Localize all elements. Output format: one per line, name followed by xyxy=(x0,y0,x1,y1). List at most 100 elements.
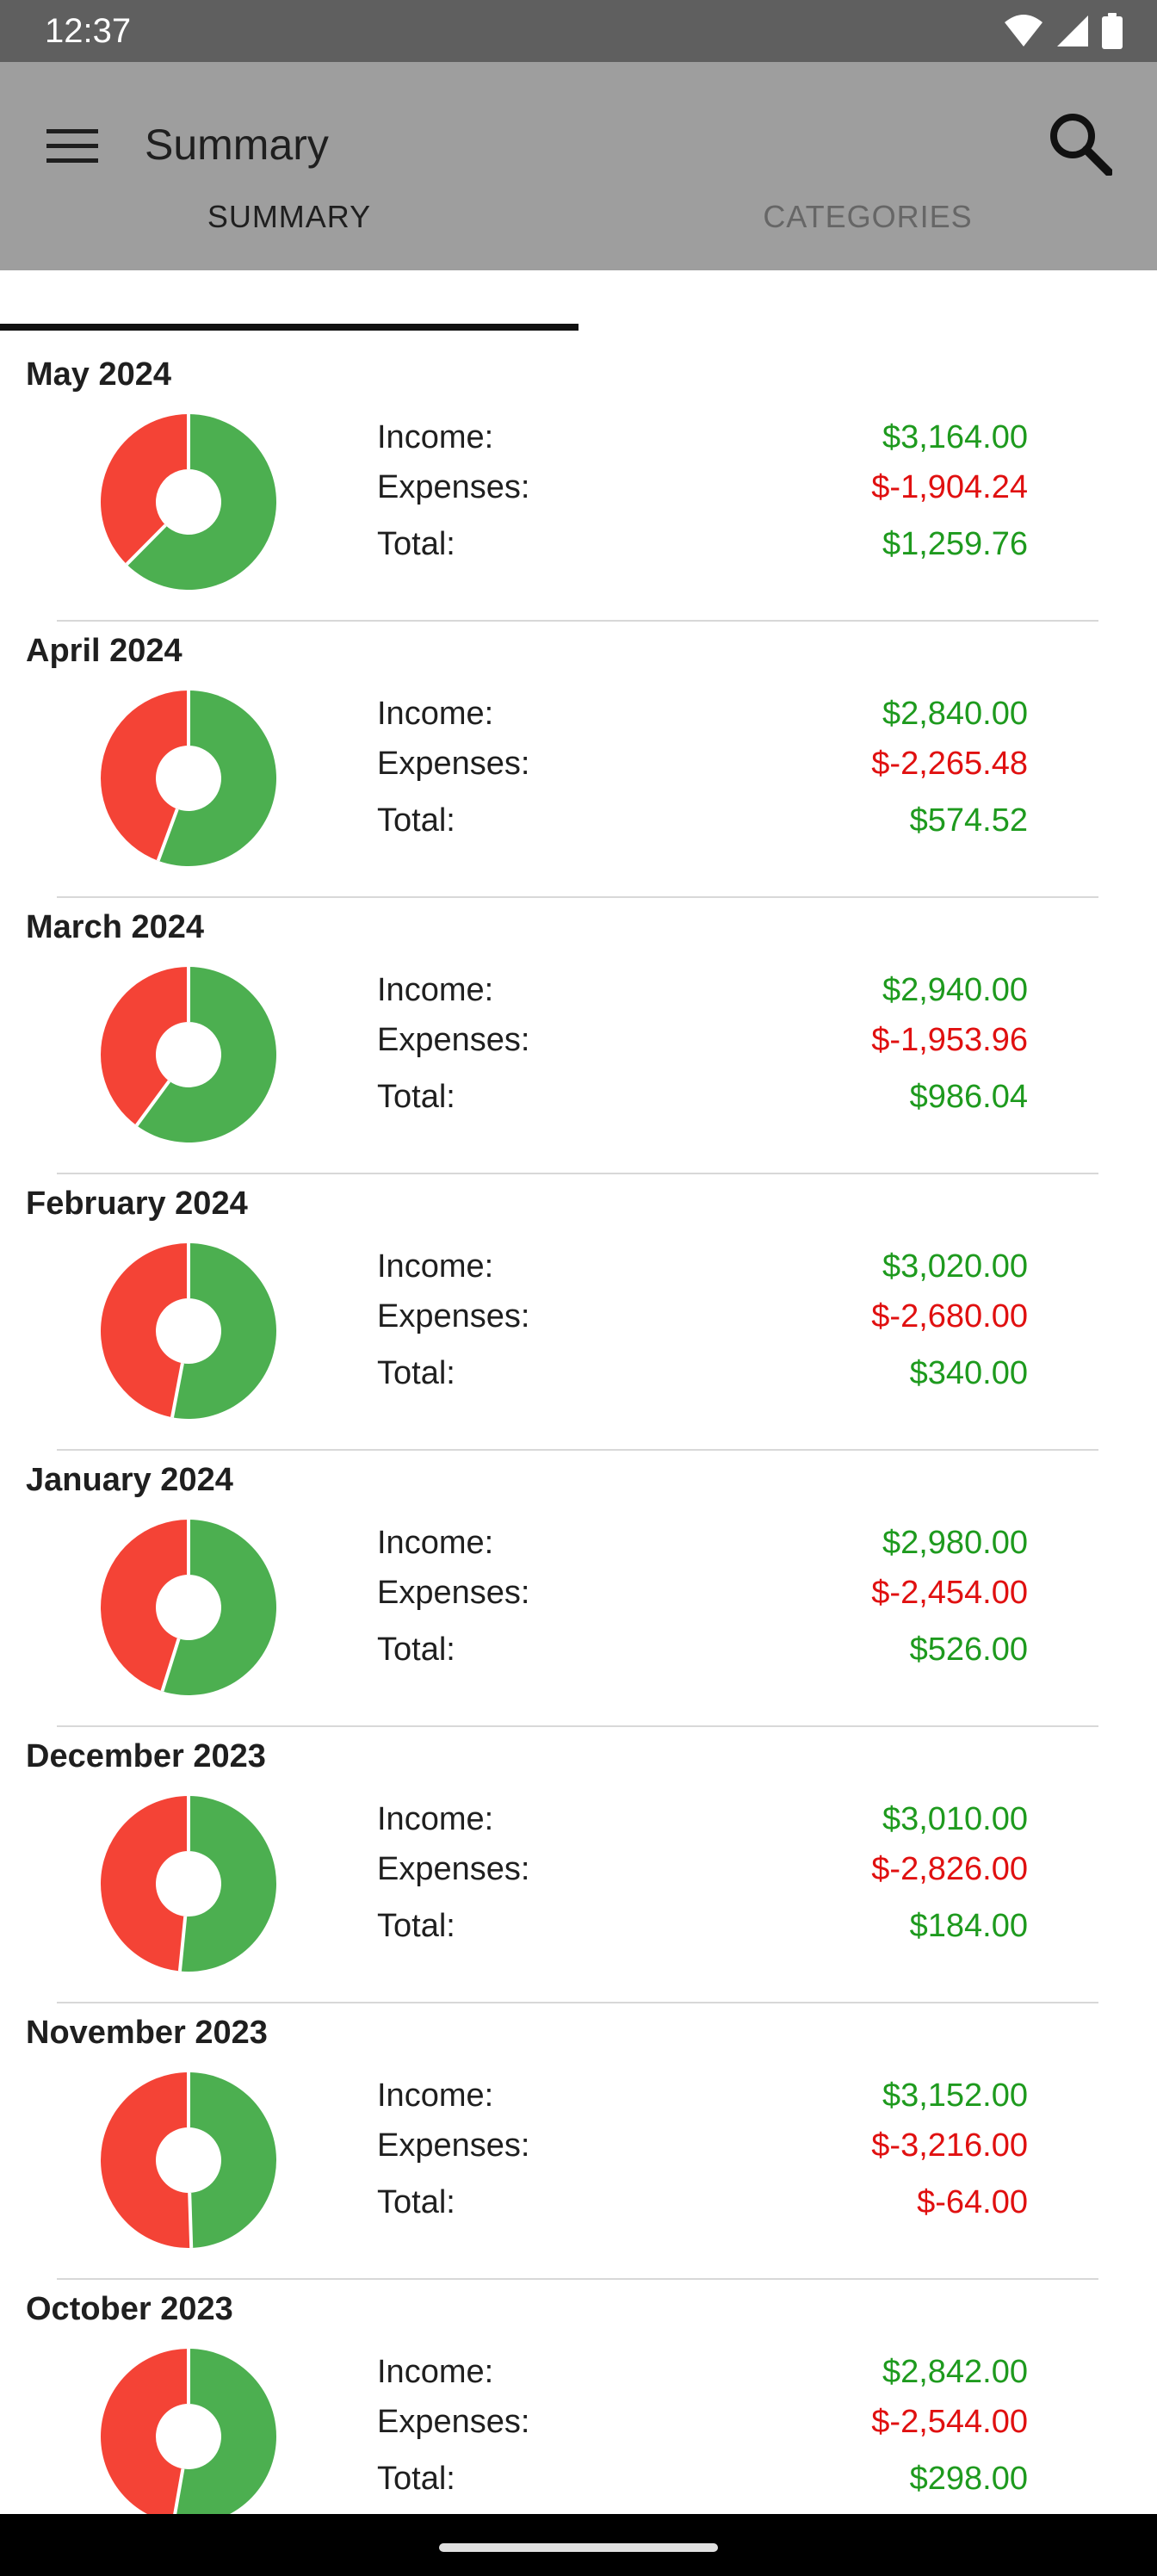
expenses-row: Expenses: $-1,953.96 xyxy=(377,1016,1028,1064)
month-card[interactable]: April 2024 Income: $2,840.00 Expenses: $… xyxy=(0,607,1157,898)
total-value: $184.00 xyxy=(909,1908,1028,1944)
income-value: $3,152.00 xyxy=(882,2078,1028,2114)
status-icons xyxy=(1004,12,1123,50)
divider xyxy=(57,2002,1098,2003)
expense-slice xyxy=(100,2349,189,2523)
total-label: Total: xyxy=(377,1355,455,1391)
expenses-value: $-1,904.24 xyxy=(871,469,1028,505)
total-row: Total: $526.00 xyxy=(377,1625,1028,1674)
slice-separator xyxy=(171,2468,185,2523)
donut-chart xyxy=(100,1520,276,1695)
system-navigation-bar xyxy=(0,2514,1157,2576)
total-label: Total: xyxy=(377,1079,455,1115)
slice-separator xyxy=(188,2192,194,2249)
donut-chart xyxy=(100,967,276,1142)
income-row: Income: $2,842.00 xyxy=(377,2348,1028,2396)
total-row: Total: $986.04 xyxy=(377,1073,1028,1121)
divider xyxy=(57,1449,1098,1451)
income-row: Income: $3,020.00 xyxy=(377,1242,1028,1291)
divider xyxy=(57,1725,1098,1727)
expenses-value: $-2,826.00 xyxy=(871,1851,1028,1887)
expense-slice xyxy=(100,690,189,861)
total-value: $986.04 xyxy=(909,1079,1028,1115)
menu-button[interactable] xyxy=(34,108,110,184)
home-gesture-handle[interactable] xyxy=(439,2543,718,2552)
income-value: $2,842.00 xyxy=(882,2354,1028,2390)
income-slice xyxy=(179,1796,276,1972)
income-slice xyxy=(189,2072,276,2248)
month-card[interactable]: November 2023 Income: $3,152.00 Expenses… xyxy=(0,1989,1157,2280)
month-card[interactable]: October 2023 Income: $2,842.00 Expenses:… xyxy=(0,2265,1157,2542)
divider xyxy=(57,896,1098,898)
month-card[interactable]: May 2024 Income: $3,164.00 Expenses: $-1… xyxy=(0,331,1157,622)
income-label: Income: xyxy=(377,419,494,455)
income-slice xyxy=(127,414,276,590)
income-slice xyxy=(136,967,276,1142)
month-title: December 2023 xyxy=(26,1738,266,1774)
expense-slice xyxy=(100,1243,189,1418)
income-value: $3,164.00 xyxy=(882,419,1028,455)
tab-bar: SUMMARY CATEGORIES xyxy=(0,199,1157,332)
page-title: Summary xyxy=(145,121,329,169)
search-icon xyxy=(1050,114,1112,176)
expense-slice xyxy=(100,1796,189,1972)
divider xyxy=(57,2278,1098,2280)
month-title: May 2024 xyxy=(26,356,172,393)
search-button[interactable] xyxy=(1036,100,1123,186)
income-row: Income: $2,940.00 xyxy=(377,966,1028,1014)
total-value: $298.00 xyxy=(909,2461,1028,2497)
total-row: Total: $184.00 xyxy=(377,1902,1028,1950)
month-title: March 2024 xyxy=(26,909,205,945)
income-row: Income: $3,164.00 xyxy=(377,413,1028,461)
status-time: 12:37 xyxy=(45,12,132,50)
total-value: $1,259.76 xyxy=(882,526,1028,562)
expenses-label: Expenses: xyxy=(377,1022,530,1058)
month-title: January 2024 xyxy=(26,1462,233,1498)
expenses-row: Expenses: $-3,216.00 xyxy=(377,2121,1028,2170)
expenses-row: Expenses: $-2,544.00 xyxy=(377,2398,1028,2446)
donut-chart xyxy=(100,1243,276,1419)
month-card[interactable]: March 2024 Income: $2,940.00 Expenses: $… xyxy=(0,883,1157,1174)
month-title: April 2024 xyxy=(26,633,183,669)
income-slice xyxy=(158,690,276,866)
expense-slice xyxy=(100,967,189,1126)
expenses-value: $-1,953.96 xyxy=(871,1022,1028,1058)
income-label: Income: xyxy=(377,696,494,732)
total-row: Total: $298.00 xyxy=(377,2455,1028,2503)
expenses-value: $-2,680.00 xyxy=(871,1298,1028,1334)
expenses-label: Expenses: xyxy=(377,746,530,782)
expenses-label: Expenses: xyxy=(377,2127,530,2164)
expenses-value: $-2,265.48 xyxy=(871,746,1028,782)
total-label: Total: xyxy=(377,526,455,562)
income-slice xyxy=(171,1243,276,1419)
income-label: Income: xyxy=(377,2354,494,2390)
income-label: Income: xyxy=(377,1525,494,1561)
month-card[interactable]: December 2023 Income: $3,010.00 Expenses… xyxy=(0,1712,1157,2003)
income-value: $3,020.00 xyxy=(882,1248,1028,1285)
expenses-label: Expenses: xyxy=(377,1575,530,1611)
divider xyxy=(57,620,1098,622)
income-row: Income: $2,840.00 xyxy=(377,690,1028,738)
slice-separator xyxy=(125,523,167,566)
status-bar: 12:37 xyxy=(0,0,1157,62)
income-row: Income: $3,010.00 xyxy=(377,1795,1028,1843)
income-slice xyxy=(173,2349,276,2524)
month-card[interactable]: January 2024 Income: $2,980.00 Expenses:… xyxy=(0,1436,1157,1727)
expenses-value: $-2,544.00 xyxy=(871,2404,1028,2440)
tab-categories[interactable]: CATEGORIES xyxy=(763,199,973,234)
donut-chart xyxy=(100,2072,276,2249)
month-card[interactable]: February 2024 Income: $3,020.00 Expenses… xyxy=(0,1160,1157,1451)
total-label: Total: xyxy=(377,2184,455,2220)
total-value: $340.00 xyxy=(909,1355,1028,1391)
income-label: Income: xyxy=(377,2078,494,2114)
total-value: $574.52 xyxy=(909,802,1028,839)
tab-summary[interactable]: SUMMARY xyxy=(207,199,372,234)
month-title: October 2023 xyxy=(26,2291,233,2327)
slice-separator xyxy=(135,1080,171,1127)
battery-icon xyxy=(1102,13,1123,49)
expenses-row: Expenses: $-2,265.48 xyxy=(377,740,1028,788)
slice-separator xyxy=(177,1916,188,1972)
donut-chart xyxy=(100,2349,276,2524)
total-label: Total: xyxy=(377,1632,455,1668)
